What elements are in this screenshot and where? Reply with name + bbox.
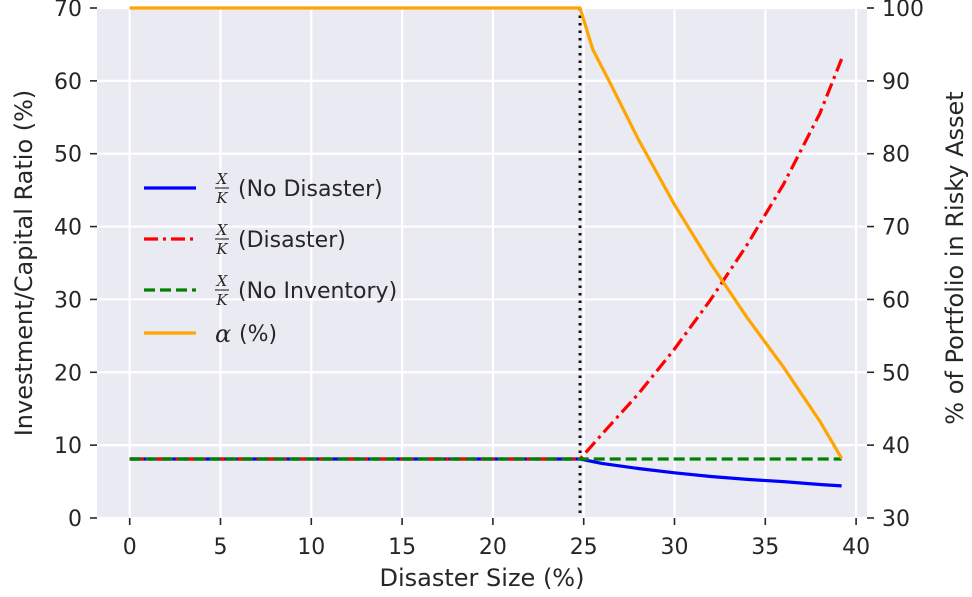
x-ticks: 0 5 10 15 20 25 30 35 40 (123, 518, 870, 560)
y-tick-label-right: 70 (882, 216, 910, 241)
y-tick-label-right: 90 (882, 70, 910, 95)
y-ticks-left: 0 10 20 30 40 50 60 70 (54, 0, 97, 532)
x-tick-label: 30 (661, 535, 689, 560)
y-axis-label-right: % of Portfolio in Risky Asset (941, 91, 969, 424)
x-tick-label: 15 (388, 535, 416, 560)
legend-label-0: (No Disaster) (238, 177, 383, 202)
legend-fraction-numerator: X (216, 170, 229, 188)
x-tick-label: 10 (297, 535, 325, 560)
legend-symbol: α (215, 320, 231, 348)
y-tick-label-left: 0 (68, 507, 82, 532)
legend-label-3: (%) (239, 322, 277, 347)
x-tick-label: 40 (842, 535, 870, 560)
plot-background (97, 8, 867, 518)
legend-fraction-denominator: K (215, 291, 228, 309)
legend-fraction-numerator: X (216, 272, 229, 290)
x-axis-label: Disaster Size (%) (380, 564, 585, 592)
legend: XK (No Disaster)XK (Disaster)XK (No Invento… (144, 170, 397, 348)
y-tick-label-right: 30 (882, 507, 910, 532)
series-layer (129, 6, 844, 488)
legend-fraction-denominator: K (215, 189, 228, 207)
y-tick-label-right: 50 (882, 361, 910, 386)
legend-label-1: (Disaster) (238, 228, 346, 253)
x-tick-label: 5 (213, 535, 227, 560)
x-tick-label: 35 (751, 535, 779, 560)
x-tick-label: 20 (479, 535, 507, 560)
series-line-3 (129, 6, 843, 460)
y-tick-label-left: 10 (54, 434, 82, 459)
y-tick-label-left: 70 (54, 0, 82, 22)
y-tick-label-left: 50 (54, 143, 82, 168)
x-tick-label: 0 (123, 535, 137, 560)
y-axis-label-left: Investment/Capital Ratio (%) (10, 90, 38, 437)
y-tick-label-left: 40 (54, 216, 82, 241)
legend-label-2: (No Inventory) (238, 279, 397, 304)
x-tick-label: 25 (570, 535, 598, 560)
legend-fraction-denominator: K (215, 240, 228, 258)
y-tick-label-right: 80 (882, 143, 910, 168)
y-ticks-right: 30 40 50 60 70 80 90 100 (867, 0, 924, 532)
y-tick-label-left: 30 (54, 288, 82, 313)
y-tick-label-left: 60 (54, 70, 82, 95)
y-tick-label-right: 100 (882, 0, 924, 22)
y-tick-label-right: 40 (882, 434, 910, 459)
legend-fraction-numerator: X (216, 221, 229, 239)
y-tick-label-right: 60 (882, 288, 910, 313)
y-tick-label-left: 20 (54, 361, 82, 386)
